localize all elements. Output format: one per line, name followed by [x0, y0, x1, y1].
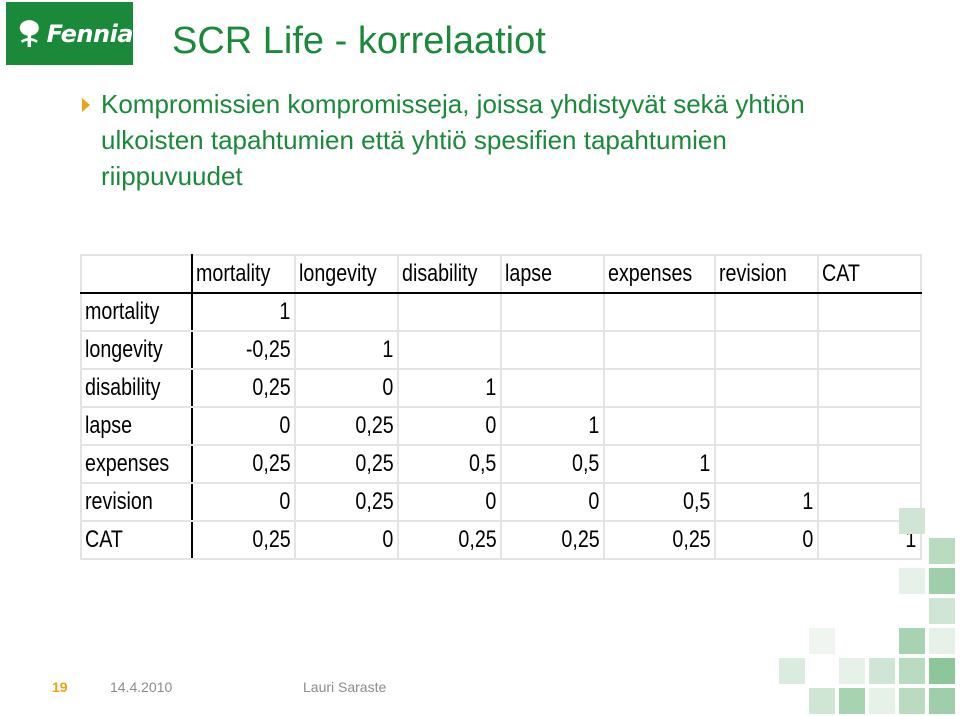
- table-cell: 1: [293, 330, 399, 370]
- decorative-square: [869, 688, 895, 714]
- table-cell: 0,25: [293, 406, 399, 446]
- table-cell: [713, 406, 819, 446]
- table-cell: -0,25: [190, 330, 296, 370]
- decorative-square: [929, 538, 955, 564]
- table-cell: [713, 330, 819, 370]
- column-header: revision: [713, 254, 819, 294]
- table-row: expenses 0,25 0,25 0,5 0,5 1: [80, 444, 922, 484]
- table-cell: [602, 406, 716, 446]
- table-cell: 0,25: [190, 368, 296, 408]
- decorative-square: [929, 628, 955, 654]
- table-header-row: mortality longevity disability lapse exp…: [80, 254, 922, 294]
- footer-date: 14.4.2010: [110, 679, 173, 695]
- table-cell: 0,5: [602, 482, 716, 522]
- decorative-square: [929, 598, 955, 624]
- table-cell: [816, 368, 922, 408]
- decorative-square: [929, 658, 955, 684]
- table-cell: 1: [499, 406, 605, 446]
- decorative-square: [929, 568, 955, 594]
- table-cell: 0,25: [499, 520, 605, 560]
- table-row: mortality 1: [80, 292, 922, 332]
- table-cell: 0,5: [396, 444, 502, 484]
- table-cell: [602, 368, 716, 408]
- row-header: longevity: [80, 330, 193, 370]
- table-cell: 0: [293, 520, 399, 560]
- decorative-square: [809, 688, 835, 714]
- table-cell: [396, 292, 502, 332]
- decorative-square: [869, 658, 895, 684]
- row-header: revision: [80, 482, 193, 522]
- table-cell: [293, 292, 399, 332]
- column-header: lapse: [499, 254, 605, 294]
- table-cell: 0: [190, 406, 296, 446]
- table-corner-cell: [80, 254, 193, 294]
- row-header: expenses: [80, 444, 193, 484]
- table-cell: 1: [190, 292, 296, 332]
- column-header: mortality: [190, 254, 296, 294]
- table-cell: 0,25: [293, 444, 399, 484]
- table-cell: 0: [293, 368, 399, 408]
- table-cell: 0: [190, 482, 296, 522]
- decorative-square: [839, 688, 865, 714]
- table-cell: [499, 368, 605, 408]
- table-cell: 0,5: [499, 444, 605, 484]
- table-cell: 0: [396, 482, 502, 522]
- table-cell: 1: [602, 444, 716, 484]
- table-cell: 1: [396, 368, 502, 408]
- table-row: lapse 0 0,25 0 1: [80, 406, 922, 446]
- column-header: disability: [396, 254, 502, 294]
- correlation-table: mortality longevity disability lapse exp…: [80, 254, 922, 560]
- decorative-square: [899, 658, 925, 684]
- table-cell: 0: [499, 482, 605, 522]
- table-cell: 0,25: [396, 520, 502, 560]
- table-cell: [602, 330, 716, 370]
- table-cell: [816, 330, 922, 370]
- decorative-square: [899, 688, 925, 714]
- table-row: CAT 0,25 0 0,25 0,25 0,25 0 1: [80, 520, 922, 560]
- table-cell: [499, 292, 605, 332]
- table-cell: 0: [396, 406, 502, 446]
- decorative-square: [929, 688, 955, 714]
- slide-title: SCR Life - korrelaatiot: [172, 20, 546, 62]
- fennia-logo: Fennia: [6, 2, 134, 65]
- logo-text: Fennia: [46, 19, 134, 48]
- bullet-text: Kompromissien kompromisseja, joissa yhdi…: [101, 89, 805, 191]
- column-header: CAT: [816, 254, 922, 294]
- decorative-square: [899, 508, 925, 534]
- table-cell: [713, 444, 819, 484]
- row-header: lapse: [80, 406, 193, 446]
- table-cell: [816, 444, 922, 484]
- table-cell: [396, 330, 502, 370]
- table-cell: 0: [713, 520, 819, 560]
- decorative-square: [839, 658, 865, 684]
- column-header: expenses: [602, 254, 716, 294]
- table-cell: [602, 292, 716, 332]
- table-cell: [713, 368, 819, 408]
- table-cell: [816, 292, 922, 332]
- table-cell: 0,25: [190, 444, 296, 484]
- row-header: mortality: [80, 292, 193, 332]
- table-cell: [816, 406, 922, 446]
- table-cell: 1: [713, 482, 819, 522]
- table-row: revision 0 0,25 0 0 0,5 1: [80, 482, 922, 522]
- table-cell: [713, 292, 819, 332]
- decorative-square: [809, 628, 835, 654]
- decorative-square: [899, 628, 925, 654]
- table-cell: [499, 330, 605, 370]
- decorative-square: [779, 658, 805, 684]
- row-header: disability: [80, 368, 193, 408]
- correlation-table-body: mortality longevity disability lapse exp…: [80, 254, 922, 560]
- leaf-icon: [19, 19, 39, 47]
- table-cell: 0,25: [602, 520, 716, 560]
- footer-author: Lauri Saraste: [303, 679, 387, 695]
- column-header: longevity: [293, 254, 399, 294]
- table-row: disability 0,25 0 1: [80, 368, 922, 408]
- table-cell: 0,25: [293, 482, 399, 522]
- bullet-arrow-icon: [82, 98, 90, 112]
- decorative-square: [899, 568, 925, 594]
- table-row: longevity -0,25 1: [80, 330, 922, 370]
- row-header: CAT: [80, 520, 193, 560]
- page-number: 19: [52, 679, 68, 695]
- table-cell: 0,25: [190, 520, 296, 560]
